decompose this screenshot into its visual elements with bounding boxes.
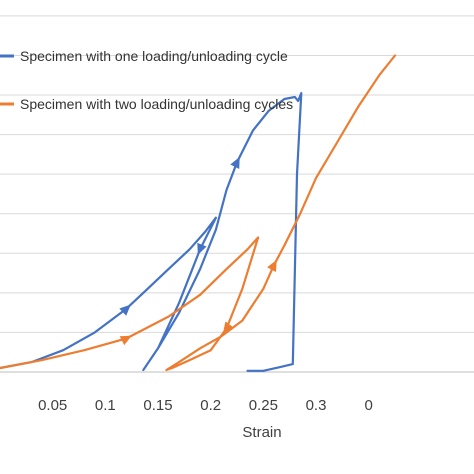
series-1-direction-arrow-3 — [230, 156, 240, 170]
legend-label-series-1: Specimen with one loading/unloading cycl… — [20, 48, 288, 64]
x-tick-label-7: 0 — [364, 397, 372, 414]
x-tick-label-3: 0.15 — [143, 397, 172, 414]
series-line-1 — [0, 92, 303, 372]
x-tick-label-1: 0.05 — [38, 397, 67, 414]
legend-label-series-2: Specimen with two loading/unloading cycl… — [20, 96, 293, 112]
series-2-direction-arrow-2 — [222, 321, 234, 334]
series-layer — [0, 54, 397, 372]
series-1-direction-arrow-2 — [197, 242, 207, 255]
gridlines — [0, 15, 474, 373]
legend: Specimen with one loading/unloading cycl… — [0, 48, 293, 112]
series-line-2 — [0, 54, 397, 372]
series-2-direction-arrow-1 — [119, 335, 132, 346]
x-tick-label-4: 0.2 — [200, 397, 221, 414]
x-axis-title: Strain — [242, 424, 281, 441]
x-tick-label-2: 0.1 — [95, 397, 116, 414]
series-1-direction-arrow-1 — [119, 304, 131, 316]
x-tick-label-5: 0.25 — [249, 397, 278, 414]
x-axis: 0.05 0.1 0.15 0.2 0.25 0.3 0 — [38, 397, 373, 414]
x-tick-label-6: 0.3 — [306, 397, 327, 414]
series-2-direction-arrow-3 — [267, 259, 277, 272]
